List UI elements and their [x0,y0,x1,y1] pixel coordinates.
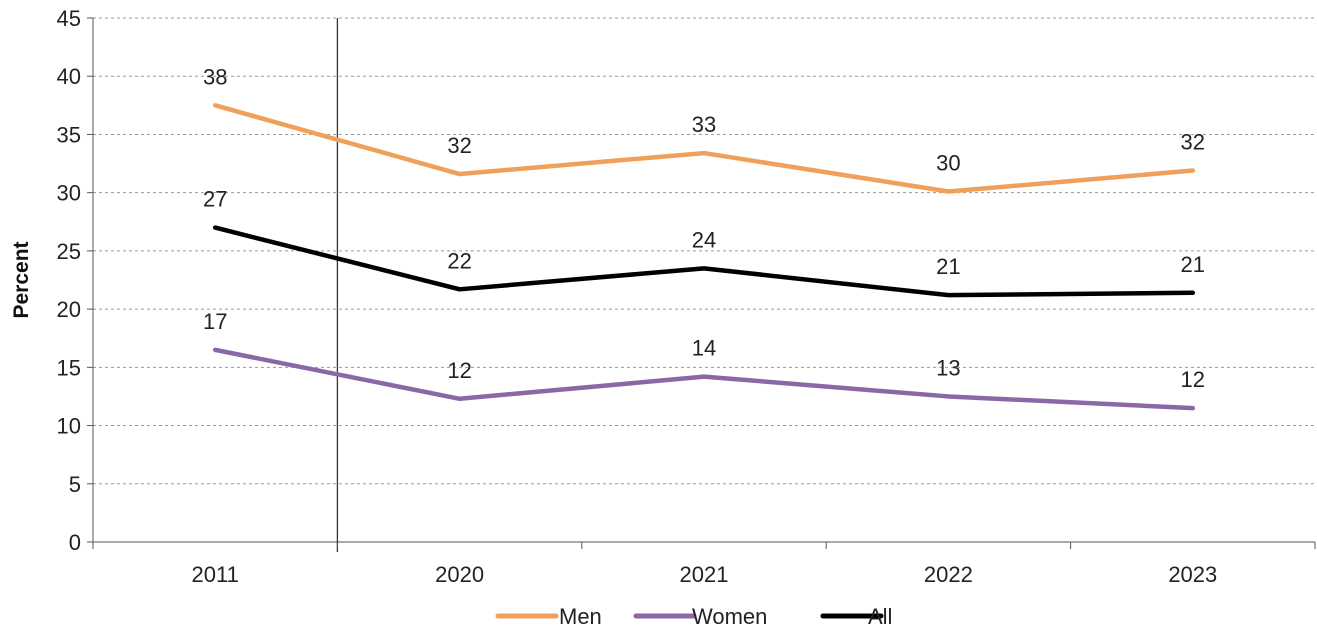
series-line-all [212,225,1196,298]
data-label: 17 [203,309,227,334]
data-label: 24 [692,227,716,252]
legend-label-all: All [868,604,892,629]
data-label: 38 [203,64,227,89]
data-label: 13 [936,355,960,380]
data-label: 12 [1181,367,1205,392]
y-tick-label: 40 [57,64,81,89]
legend-label-men: Men [559,604,602,629]
data-label: 21 [936,254,960,279]
data-label: 30 [936,151,960,176]
x-tick-label: 2022 [924,562,973,587]
x-axis-ticks: 2011 2020 2021 2022 2023 [92,542,1316,587]
y-axis-ticks: 0 5 10 15 20 25 30 35 40 45 [57,6,93,555]
data-label: 12 [447,358,471,383]
y-axis-label: Percent [10,241,33,318]
y-tick-label: 30 [57,181,81,206]
x-tick-label: 2021 [680,562,729,587]
y-tick-label: 10 [57,414,81,439]
legend: Men Women All [495,604,892,629]
y-tick-label: 45 [57,6,81,31]
y-tick-label: 0 [69,530,81,555]
legend-label-women: Women [692,604,767,629]
data-label: 21 [1181,252,1205,277]
y-tick-label: 35 [57,122,81,147]
x-tick-label: 2011 [192,562,239,587]
x-tick-label: 2020 [435,562,484,587]
y-tick-label: 25 [57,239,81,264]
y-tick-label: 15 [57,355,81,380]
data-label: 33 [692,112,716,137]
data-label: 32 [1181,130,1205,155]
axes [92,18,1315,552]
series-line-men [212,103,1196,194]
series-lines [212,103,1196,411]
x-tick-label: 2023 [1168,562,1217,587]
data-label: 14 [692,336,716,361]
series-line-women [212,347,1196,411]
data-labels: 38 32 33 30 32 17 12 14 13 12 27 22 24 21 21 [203,64,1205,392]
y-tick-label: 5 [69,472,81,497]
data-label: 27 [203,187,227,212]
data-label: 32 [447,133,471,158]
data-label: 22 [447,248,471,273]
y-tick-label: 20 [57,297,81,322]
